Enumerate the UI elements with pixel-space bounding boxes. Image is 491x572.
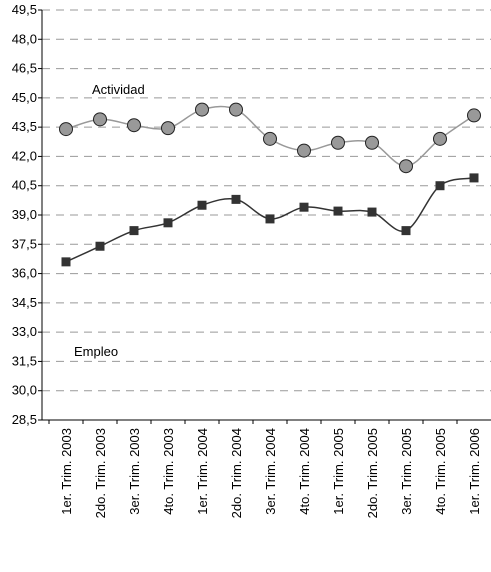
point xyxy=(333,206,343,216)
point xyxy=(433,131,447,146)
point xyxy=(467,108,481,123)
y-tick-label: 37,5 xyxy=(12,236,37,251)
point xyxy=(95,241,105,251)
point xyxy=(469,173,479,183)
y-tick-label: 39,0 xyxy=(12,207,37,222)
x-tick-label: 3er. Trim. 2005 xyxy=(399,428,414,515)
series-label: Empleo xyxy=(74,344,118,359)
x-tick-label: 4to. Trim. 2004 xyxy=(297,428,312,515)
x-tick-label: 3er. Trim. 2004 xyxy=(263,428,278,515)
y-tick-label: 36,0 xyxy=(12,266,37,281)
point xyxy=(367,207,377,217)
series-label: Actividad xyxy=(92,82,145,97)
y-tick-label: 43,5 xyxy=(12,119,37,134)
point xyxy=(93,112,107,127)
x-tick-label: 1er. Trim. 2003 xyxy=(59,428,74,515)
x-tick-label: 1er. Trim. 2004 xyxy=(195,428,210,515)
y-tick-label: 30,0 xyxy=(12,383,37,398)
x-tick-label: 3er. Trim. 2003 xyxy=(127,428,142,515)
point xyxy=(331,135,345,150)
y-tick-label: 42,0 xyxy=(12,148,37,163)
point xyxy=(265,214,275,224)
point xyxy=(299,202,309,212)
point xyxy=(129,226,139,236)
point xyxy=(127,118,141,133)
y-tick-label: 49,5 xyxy=(12,2,37,17)
point xyxy=(229,102,243,117)
point xyxy=(435,181,445,191)
x-tick-label: 2do. Trim. 2005 xyxy=(365,428,380,518)
y-tick-label: 40,5 xyxy=(12,178,37,193)
y-tick-label: 46,5 xyxy=(12,61,37,76)
point xyxy=(263,131,277,146)
x-tick-label: 1er. Trim. 2006 xyxy=(467,428,482,515)
x-tick-label: 4to. Trim. 2005 xyxy=(433,428,448,515)
point xyxy=(195,102,209,117)
point xyxy=(365,135,379,150)
point xyxy=(163,218,173,228)
point xyxy=(59,122,73,137)
point xyxy=(61,257,71,267)
x-tick-label: 2do. Trim. 2004 xyxy=(229,428,244,518)
y-tick-label: 34,5 xyxy=(12,295,37,310)
y-tick-label: 31,5 xyxy=(12,353,37,368)
x-tick-label: 1er. Trim. 2005 xyxy=(331,428,346,515)
y-tick-label: 48,0 xyxy=(12,31,37,46)
point xyxy=(297,143,311,158)
point xyxy=(231,194,241,204)
y-tick-label: 33,0 xyxy=(12,324,37,339)
point xyxy=(399,159,413,174)
x-tick-label: 4to. Trim. 2003 xyxy=(161,428,176,515)
point xyxy=(197,200,207,210)
point xyxy=(161,121,175,136)
point xyxy=(401,226,411,236)
y-tick-label: 28,5 xyxy=(12,412,37,427)
y-tick-label: 45,0 xyxy=(12,90,37,105)
x-tick-label: 2do. Trim. 2003 xyxy=(93,428,108,518)
